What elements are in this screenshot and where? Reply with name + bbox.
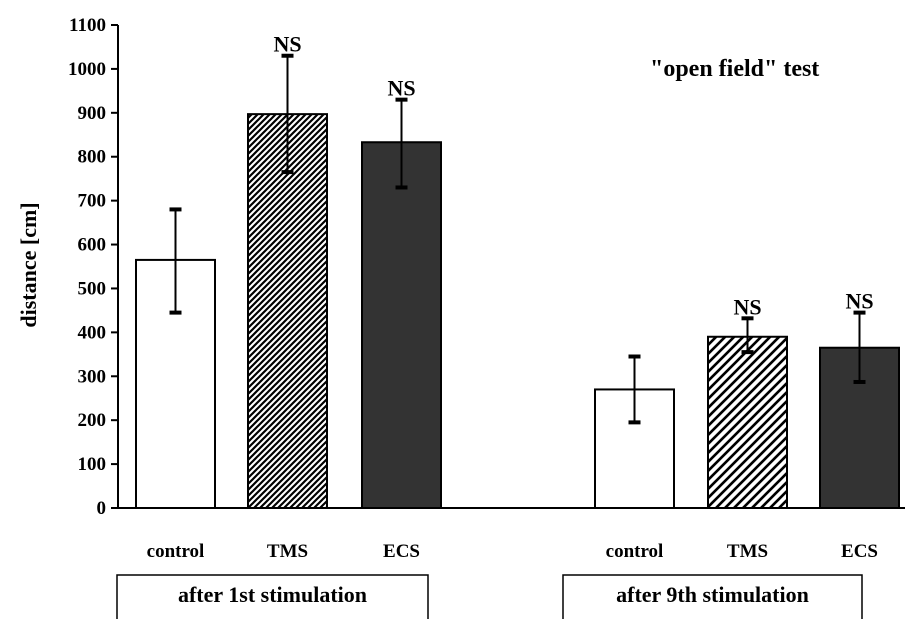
- y-tick-label: 500: [78, 278, 107, 299]
- axes: 0 100 200 300 400 500 600 700 800 900 1000 1100: [68, 15, 905, 519]
- significance-label: NS: [845, 289, 873, 314]
- y-tick-label: 1000: [68, 59, 106, 80]
- bar-tms: [247, 113, 328, 509]
- y-tick-label: 0: [97, 498, 107, 519]
- y-tick-label: 100: [78, 454, 107, 475]
- significance-label: NS: [273, 32, 301, 57]
- category-label: TMS: [267, 541, 308, 562]
- bars: [135, 53, 900, 510]
- category-label: control: [606, 541, 664, 562]
- labels: control NS TMS NS ECS control NS TMS NS ECS after …: [116, 32, 878, 619]
- group-label-box: [562, 574, 863, 619]
- chart-title: "open field" test: [650, 56, 819, 82]
- group-label-box: [116, 574, 429, 619]
- y-tick-label: 900: [78, 103, 107, 124]
- bar-ecs: [361, 141, 442, 509]
- y-tick-label: 400: [78, 322, 107, 343]
- y-tick-label: 300: [78, 366, 107, 387]
- category-label: ECS: [383, 541, 420, 562]
- significance-label: NS: [733, 294, 761, 319]
- y-tick-label: 700: [78, 191, 107, 212]
- y-tick-label: 600: [78, 235, 107, 256]
- category-label: TMS: [727, 541, 768, 562]
- y-tick-label: 800: [78, 147, 107, 168]
- y-axis-label: distance [cm]: [16, 202, 41, 327]
- y-tick-label: 1100: [69, 15, 106, 36]
- category-label: ECS: [841, 541, 878, 562]
- group-label: after 9th stimulation: [616, 582, 809, 607]
- y-tick-label: 200: [78, 410, 107, 431]
- bar-tms: [707, 335, 788, 509]
- group-label: after 1st stimulation: [178, 582, 367, 607]
- significance-label: NS: [387, 76, 415, 101]
- category-label: control: [147, 541, 205, 562]
